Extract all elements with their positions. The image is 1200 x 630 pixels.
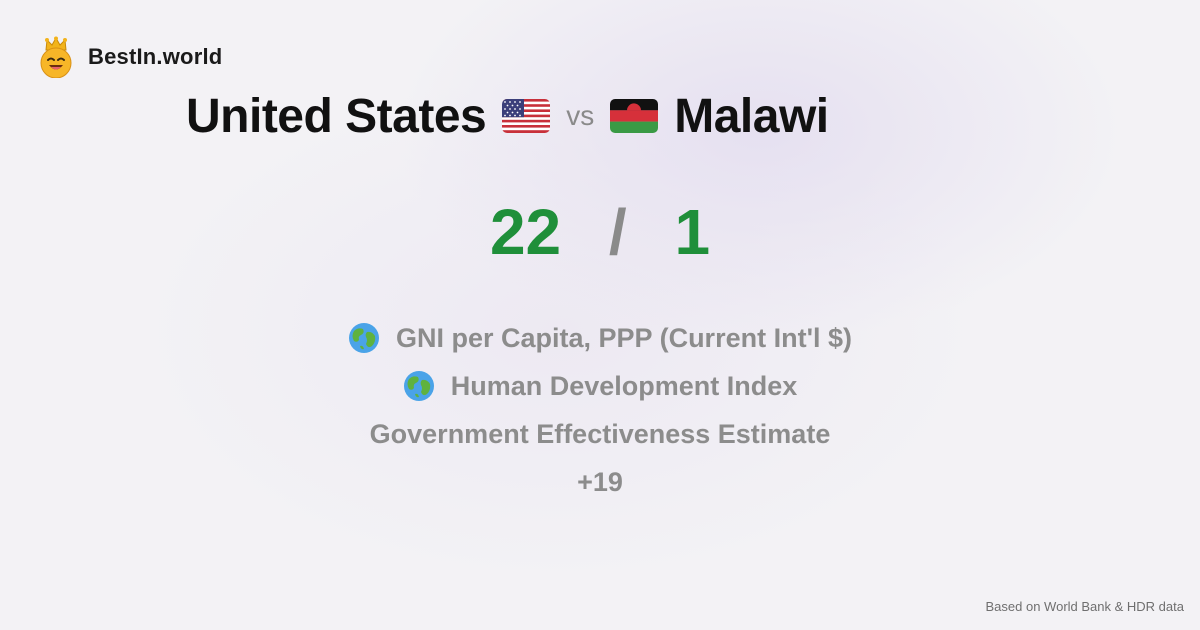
- score: 22 / 1: [0, 196, 1200, 268]
- more-count[interactable]: +19: [577, 467, 623, 497]
- us-flag-icon: [502, 99, 551, 133]
- globe-icon: [349, 323, 379, 353]
- country-b-name[interactable]: Malawi: [674, 89, 829, 143]
- crowned-smiley-icon: [40, 36, 72, 78]
- comparison-title: United States vs Malawi: [186, 86, 829, 146]
- metric-label: Government Effectiveness Estimate: [369, 419, 831, 449]
- globe-icon: [403, 371, 434, 401]
- brand-name: BestIn.world: [88, 44, 223, 69]
- score-a: 22: [489, 196, 562, 268]
- metric-label: Human Development Index: [450, 371, 798, 401]
- score-separator: /: [608, 196, 627, 268]
- score-b: 1: [674, 196, 711, 268]
- vs-label: vs: [566, 100, 595, 131]
- brand[interactable]: BestIn.world: [38, 36, 222, 78]
- country-a-name[interactable]: United States: [186, 89, 487, 143]
- data-source-note: Based on World Bank & HDR data: [985, 599, 1184, 614]
- metric-item: GNI per Capita, PPP (Current Int'l $): [0, 314, 1200, 362]
- metric-item: Government Effectiveness Estimate: [0, 410, 1200, 458]
- malawi-flag-icon: [610, 99, 659, 133]
- metric-item: Human Development Index: [0, 362, 1200, 410]
- metric-label: GNI per Capita, PPP (Current Int'l $): [396, 323, 852, 353]
- metrics-list: GNI per Capita, PPP (Current Int'l $) Hu…: [0, 314, 1200, 506]
